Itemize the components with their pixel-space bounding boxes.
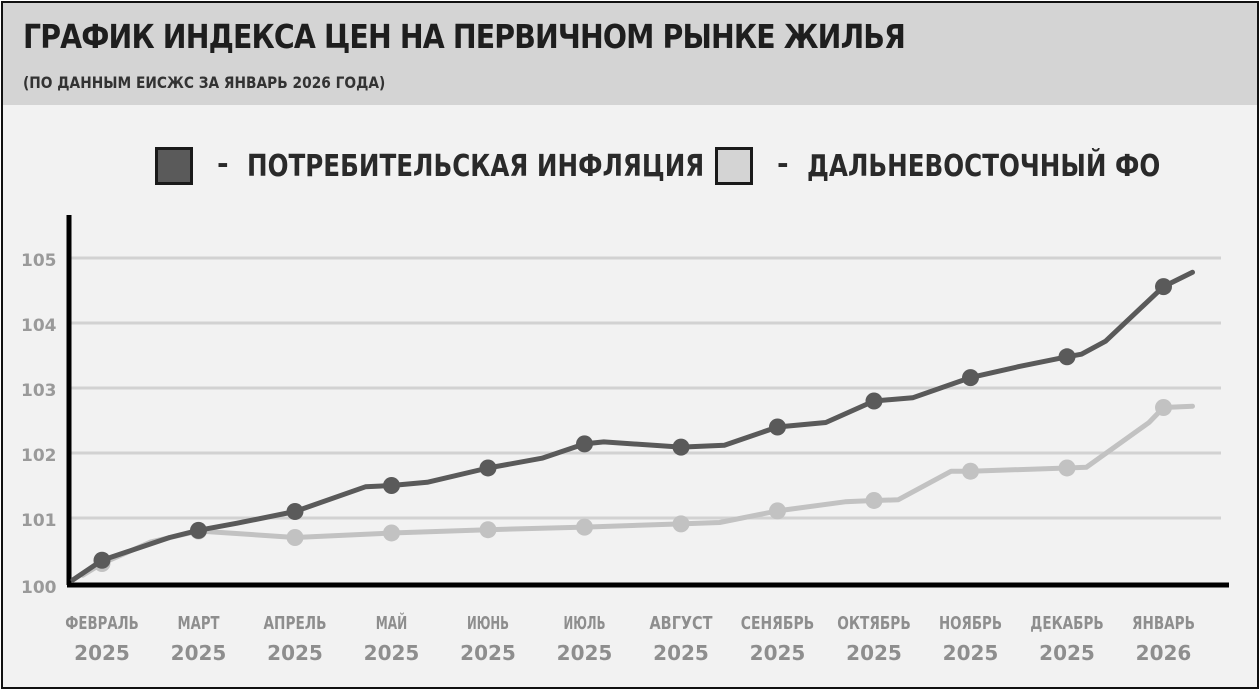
data-point <box>769 502 786 520</box>
data-point <box>93 551 111 569</box>
x-tick-label-month: АВГУСТ <box>650 613 714 634</box>
x-tick-label-year: 2025 <box>846 641 902 665</box>
line-chart: 100 101 102 103 104 105 ФЕВРАЛЬ 2025 МАРТ 2025 АПР… <box>21 215 1229 665</box>
x-tick-label-year: 2025 <box>171 641 227 665</box>
x-tick-label-year: 2025 <box>750 641 806 665</box>
x-tick-label-year: 2025 <box>460 641 516 665</box>
x-tick-label-month: ЯНВАРЬ <box>1132 613 1195 634</box>
data-point <box>286 529 304 546</box>
series-line-1 <box>80 403 1195 578</box>
x-tick-label-year: 2025 <box>364 641 420 665</box>
data-point <box>479 521 497 539</box>
x-tick-label-month: ДЕКАБРЬ <box>1030 613 1104 634</box>
data-point <box>672 438 690 456</box>
chart-subtitle: (ПО ДАННЫМ ЕИСЖС ЗА ЯНВАРЬ 2026 ГОДА) <box>23 73 386 92</box>
data-point <box>865 392 883 410</box>
x-tick-label-year: 2025 <box>1039 641 1095 665</box>
x-tick-label-month: МАЙ <box>376 612 408 634</box>
data-point <box>383 524 400 542</box>
x-tick-label-month: АПРЕЛЬ <box>264 613 327 634</box>
data-point <box>1058 459 1076 477</box>
data-point <box>190 521 207 539</box>
data-point <box>1155 399 1172 416</box>
y-tick-label: 100 <box>21 578 57 598</box>
x-tick-label-year: 2025 <box>74 641 130 665</box>
y-tick-label: 102 <box>21 446 57 466</box>
legend-label-far-east: ДАЛЬНЕВОСТОЧНЫЙ ФО <box>807 149 1161 184</box>
data-point <box>576 518 593 536</box>
data-point <box>576 435 593 453</box>
x-tick-label-month: ОКТЯБРЬ <box>837 613 911 634</box>
legend-dash: - <box>777 147 789 180</box>
legend-swatch-far-east <box>715 147 753 185</box>
chart-title: ГРАФИК ИНДЕКСА ЦЕН НА ПЕРВИЧНОМ РЫНКЕ ЖИ… <box>23 17 906 56</box>
data-point <box>286 503 304 520</box>
data-point <box>865 491 883 509</box>
data-point <box>1155 278 1172 296</box>
data-point <box>672 515 690 533</box>
x-tick-label-year: 2025 <box>267 641 323 665</box>
data-point <box>479 459 497 477</box>
y-tick-label: 103 <box>21 381 57 401</box>
data-point <box>962 369 979 387</box>
x-tick-label-month: МАРТ <box>178 613 221 634</box>
legend-label-inflation: ПОТРЕБИТЕЛЬСКАЯ ИНФЛЯЦИЯ <box>247 149 705 184</box>
data-point <box>1058 348 1076 366</box>
data-point <box>962 462 979 480</box>
header-banner: ГРАФИК ИНДЕКСА ЦЕН НА ПЕРВИЧНОМ РЫНКЕ ЖИ… <box>3 3 1257 105</box>
legend-swatch-inflation <box>155 147 193 185</box>
x-tick-label-year: 2025 <box>653 641 709 665</box>
data-point <box>769 418 786 436</box>
x-tick-label-month: ИЮЛЬ <box>564 613 606 634</box>
x-tick-label-year: 2026 <box>1136 641 1192 665</box>
x-tick-label-month: ФЕВРАЛЬ <box>65 613 139 634</box>
x-tick-label-year: 2025 <box>943 641 999 665</box>
data-point <box>383 477 400 494</box>
x-tick-label-month: ИЮНЬ <box>467 613 509 634</box>
x-tick-label-month: НОЯБРЬ <box>939 613 1002 634</box>
x-tick-label-year: 2025 <box>557 641 613 665</box>
y-tick-label: 101 <box>21 511 57 531</box>
y-tick-label: 105 <box>21 251 57 271</box>
x-tick-label-month: СЕНЯБРЬ <box>741 613 815 634</box>
y-tick-label: 104 <box>21 316 57 336</box>
legend-dash: - <box>217 147 229 180</box>
